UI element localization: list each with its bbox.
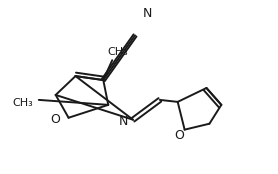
- Text: CH₃: CH₃: [108, 47, 128, 57]
- Text: CH₃: CH₃: [13, 98, 33, 108]
- Text: O: O: [175, 129, 185, 142]
- Text: N: N: [119, 115, 128, 128]
- Text: O: O: [51, 113, 61, 126]
- Text: N: N: [143, 7, 153, 20]
